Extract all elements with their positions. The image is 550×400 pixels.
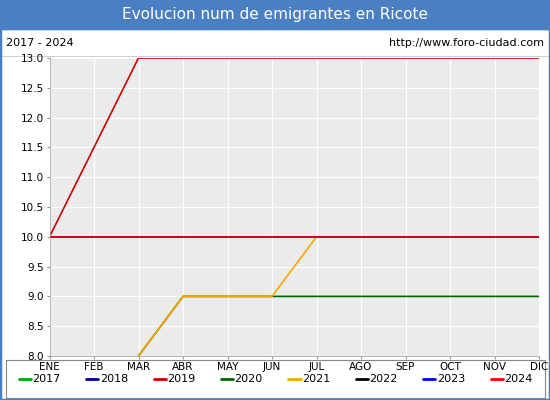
Text: 2020: 2020	[235, 374, 263, 384]
Text: http://www.foro-ciudad.com: http://www.foro-ciudad.com	[389, 38, 544, 48]
Text: 2017: 2017	[32, 374, 60, 384]
Text: 2023: 2023	[437, 374, 465, 384]
Text: 2018: 2018	[100, 374, 128, 384]
Text: 2024: 2024	[504, 374, 532, 384]
Text: 2019: 2019	[167, 374, 195, 384]
Text: Evolucion num de emigrantes en Ricote: Evolucion num de emigrantes en Ricote	[122, 8, 428, 22]
Text: 2017 - 2024: 2017 - 2024	[6, 38, 73, 48]
Text: 2021: 2021	[302, 374, 330, 384]
Text: 2022: 2022	[370, 374, 398, 384]
